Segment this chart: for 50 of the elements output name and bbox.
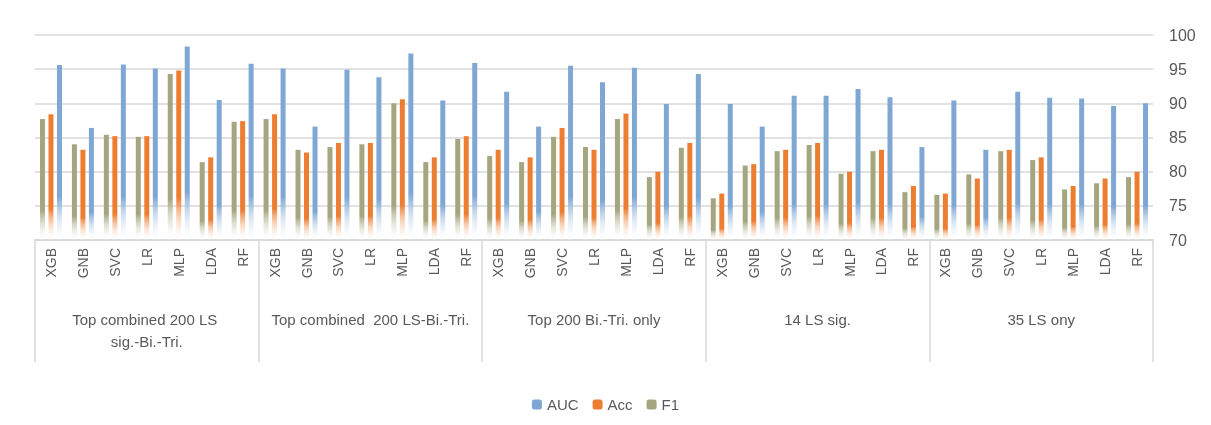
legend-label: AUC — [546, 396, 579, 413]
x-tick-label: GNB — [745, 248, 762, 279]
x-tick-label: XGB — [42, 248, 59, 278]
text: 35 LS ony — [1007, 310, 1076, 328]
x-tick-label: GNB — [74, 248, 91, 279]
x-tick-label: SVC — [554, 248, 571, 277]
text: Top 200 Bi.-Tri. only — [527, 310, 661, 328]
x-tick-label: RF — [458, 248, 475, 267]
x-tick-label: MLP — [617, 248, 634, 277]
y-tick-label: 80 — [1169, 163, 1187, 181]
text: Top combined 200 LS-Bi.-Tri. — [271, 310, 470, 328]
x-tick-label: LDA — [1097, 247, 1114, 276]
x-tick-label: RF — [905, 248, 922, 267]
x-tick-label: LDA — [426, 247, 443, 276]
text: Top combined 200 LS sig.-Bi.-Tri. — [72, 310, 222, 350]
y-tick-label: 100 — [1169, 26, 1196, 44]
y-tick-label: 95 — [1169, 60, 1187, 78]
y-tick-label: 75 — [1169, 197, 1187, 215]
x-tick-label: XGB — [937, 248, 954, 278]
x-tick-label: XGB — [490, 248, 507, 278]
x-tick-label: LR — [1033, 248, 1050, 266]
x-tick-label: LR — [138, 248, 155, 266]
x-tick-label: XGB — [266, 248, 283, 278]
x-tick-label: MLP — [394, 248, 411, 277]
legend-label: F1 — [661, 396, 680, 413]
text: 14 LS sig. — [784, 310, 851, 328]
x-tick-label: LDA — [202, 247, 219, 276]
x-tick-label: LDA — [649, 247, 666, 276]
x-tick-label: XGB — [713, 248, 730, 278]
y-tick-label: 70 — [1169, 231, 1187, 249]
x-tick-label: RF — [1129, 248, 1146, 267]
x-tick-label: GNB — [522, 248, 539, 279]
x-tick-label: LDA — [873, 247, 890, 276]
x-tick-label: SVC — [777, 248, 794, 277]
y-tick-label: 85 — [1169, 129, 1187, 146]
x-tick-label: SVC — [106, 248, 123, 277]
x-tick-label: LR — [586, 248, 602, 266]
x-tick-label: LR — [809, 248, 826, 266]
x-tick-label: SVC — [1001, 248, 1018, 277]
x-tick-label: RF — [234, 248, 251, 267]
x-tick-label: MLP — [841, 248, 858, 277]
x-tick-label: MLP — [1065, 248, 1082, 277]
x-tick-label: MLP — [170, 248, 187, 277]
x-tick-label: GNB — [969, 248, 986, 279]
x-tick-label: LR — [362, 248, 379, 266]
x-tick-label: SVC — [330, 248, 347, 277]
legend-label: Acc — [607, 396, 634, 413]
x-tick-label: GNB — [298, 248, 315, 279]
x-tick-label: RF — [681, 248, 698, 267]
y-tick-label: 90 — [1169, 94, 1187, 112]
